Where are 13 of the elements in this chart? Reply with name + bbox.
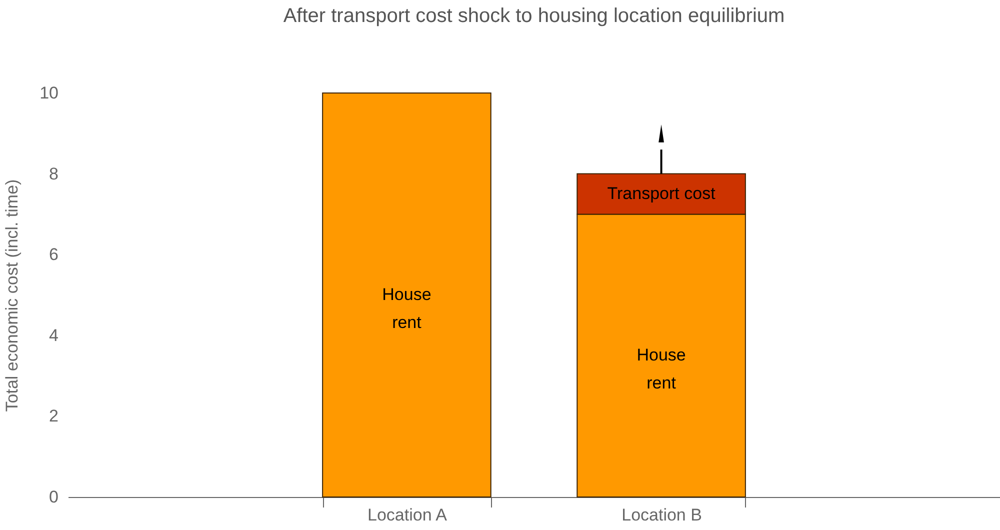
y-tick-label: 10 <box>40 84 58 102</box>
y-tick-label: 2 <box>49 406 58 426</box>
y-tick-label: 8 <box>49 164 58 184</box>
y-tick-label: 4 <box>49 326 58 345</box>
y-axis-title: Total economic cost (incl. time) <box>2 179 22 412</box>
series-label: House rent <box>636 346 686 393</box>
x-tick-label: Location B <box>622 506 702 524</box>
text: House rent <box>382 285 432 332</box>
series-label: Transport cost <box>607 184 716 203</box>
chart-title: After transport cost shock to housing location equilibrium <box>283 5 785 27</box>
y-tick-label: 0 <box>49 488 58 506</box>
x-tick-label: Location A <box>368 506 448 524</box>
y-tick-label: 6 <box>49 245 58 264</box>
